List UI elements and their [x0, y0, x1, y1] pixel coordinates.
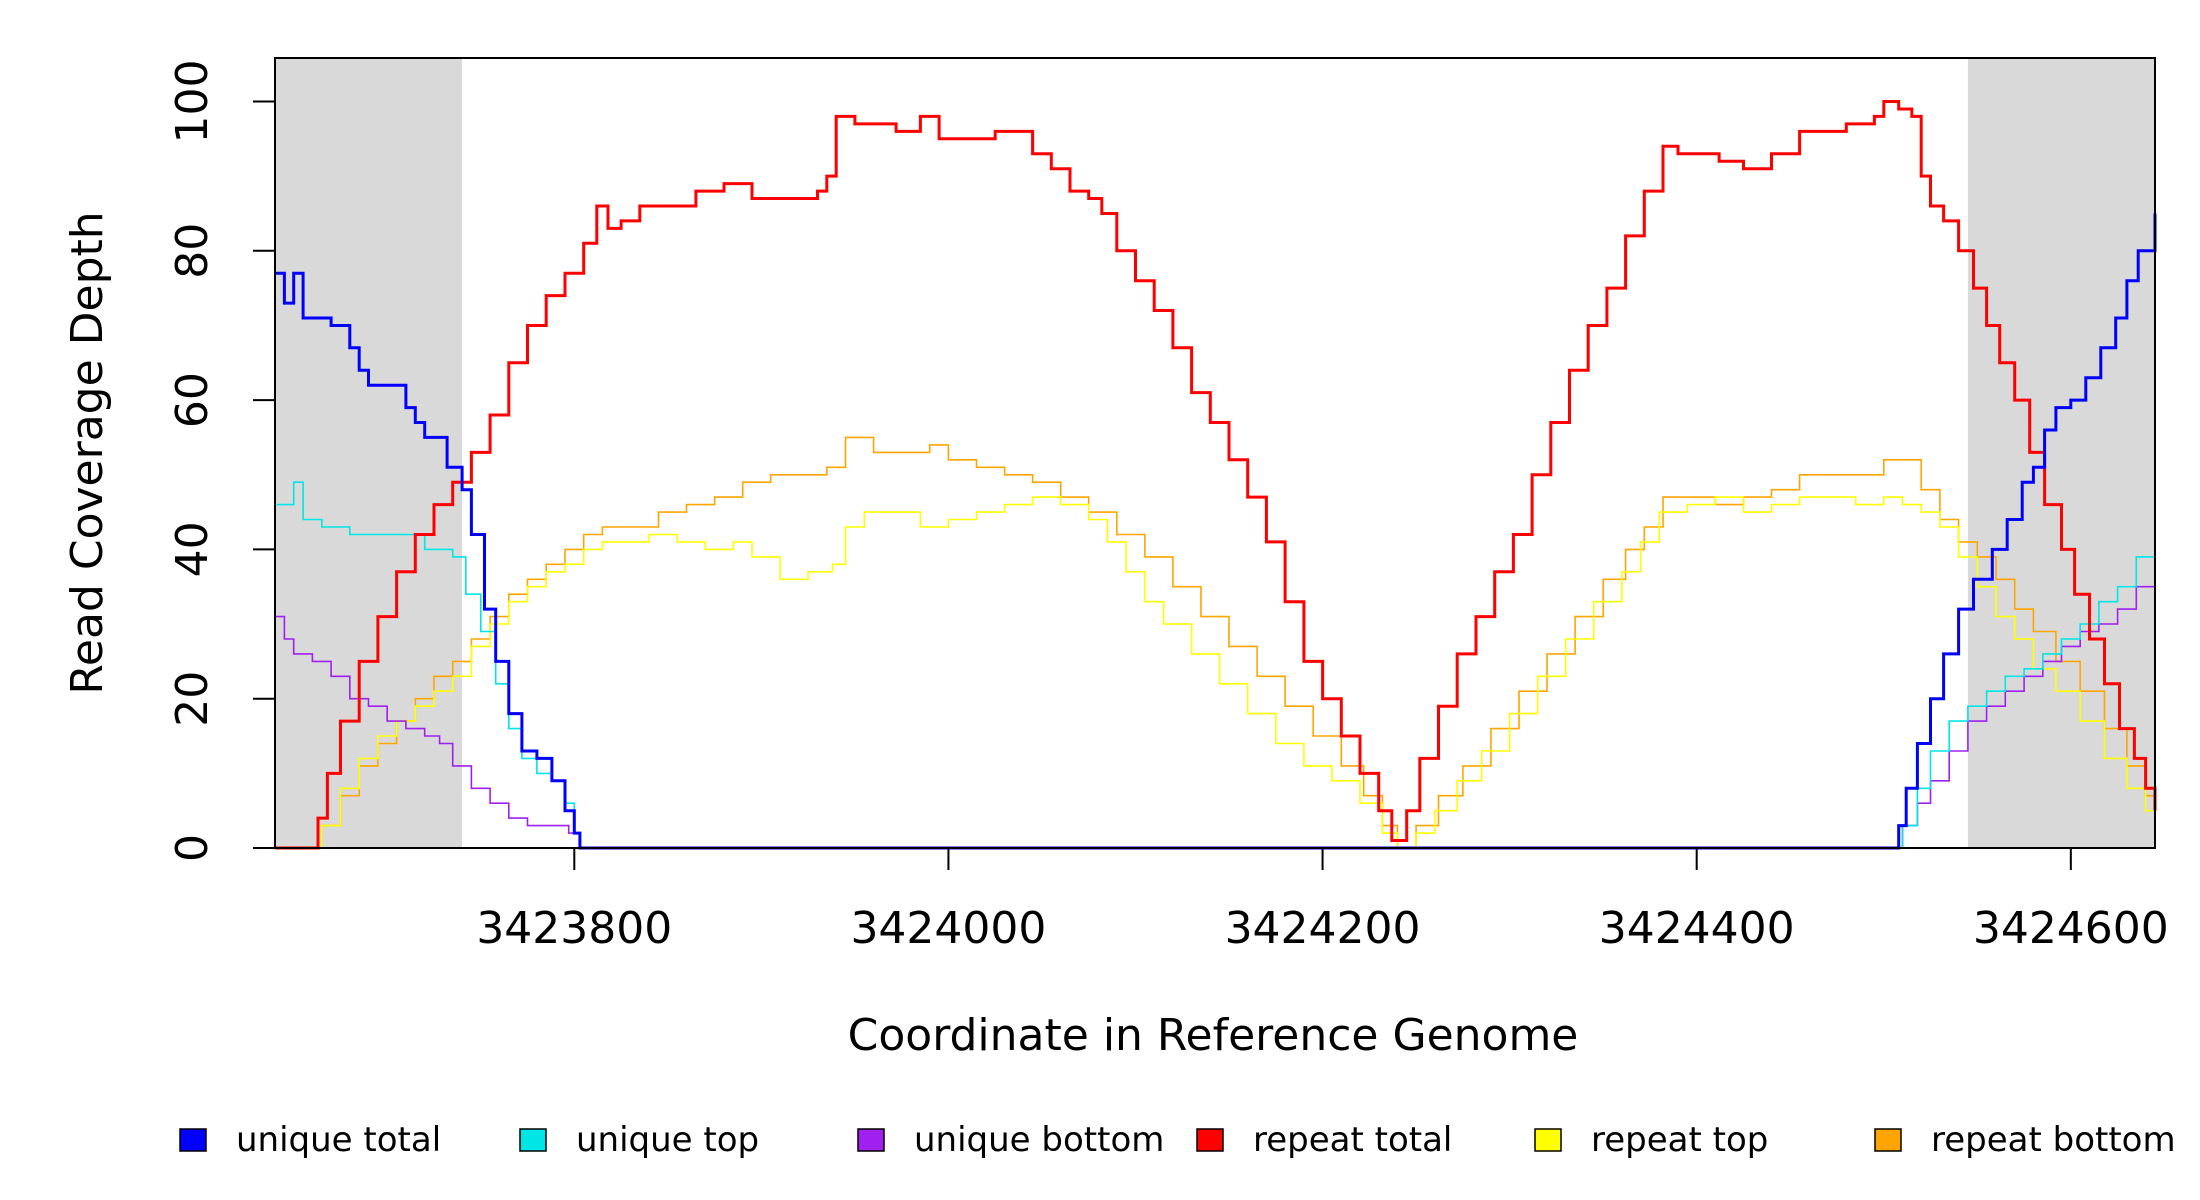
legend-label-unique-top: unique top [576, 1120, 759, 1160]
x-tick-label: 3423800 [476, 903, 672, 954]
x-tick-label: 3424600 [1973, 903, 2169, 954]
series-line-unique-bottom [275, 549, 2156, 849]
legend-swatch-repeat-total [1196, 1128, 1224, 1152]
series-line-repeat-total [275, 100, 2157, 850]
x-axis: 3423800 3424000 3424200 3424400 3424600 [275, 847, 2169, 954]
y-axis-label: Read Coverage Depth [62, 211, 113, 694]
legend: unique total unique top unique bottom repea… [179, 1120, 2176, 1160]
legend-swatch-repeat-top [1534, 1128, 1562, 1152]
shaded-regions [275, 58, 2155, 848]
y-tick-label: 40 [167, 521, 218, 577]
x-tick-label: 3424200 [1225, 903, 1421, 954]
y-tick-label: 80 [167, 223, 218, 279]
series-line-repeat-bottom [275, 436, 2156, 849]
y-tick-label: 100 [167, 60, 218, 144]
legend-label-repeat-total: repeat total [1253, 1120, 1452, 1160]
legend-swatch-unique-total [179, 1128, 207, 1152]
series-line-repeat-top [275, 496, 2156, 849]
series-line-unique-top [275, 481, 2156, 849]
y-axis: 0 20 40 60 80 100 [167, 58, 276, 862]
legend-label-unique-bottom: unique bottom [914, 1120, 1164, 1160]
x-axis-label: Coordinate in Reference Genome [848, 1010, 1579, 1061]
legend-label-unique-total: unique total [236, 1120, 441, 1160]
x-tick-label: 3424000 [850, 903, 1046, 954]
legend-label-repeat-top: repeat top [1591, 1120, 1768, 1160]
y-tick-label: 60 [167, 372, 218, 428]
legend-swatch-repeat-bottom [1874, 1128, 1902, 1152]
legend-label-repeat-bottom: repeat bottom [1931, 1120, 2176, 1160]
x-tick-label: 3424400 [1599, 903, 1795, 954]
y-tick-label: 0 [167, 834, 218, 862]
legend-swatch-unique-bottom [857, 1128, 885, 1152]
legend-swatch-unique-top [519, 1128, 547, 1152]
series-lines [275, 100, 2157, 850]
plot-frame [274, 57, 2156, 849]
series-line-unique-total [275, 213, 2157, 850]
y-tick-label: 20 [167, 671, 218, 727]
shaded-region-1 [275, 58, 463, 848]
shaded-region-2 [1967, 58, 2155, 848]
